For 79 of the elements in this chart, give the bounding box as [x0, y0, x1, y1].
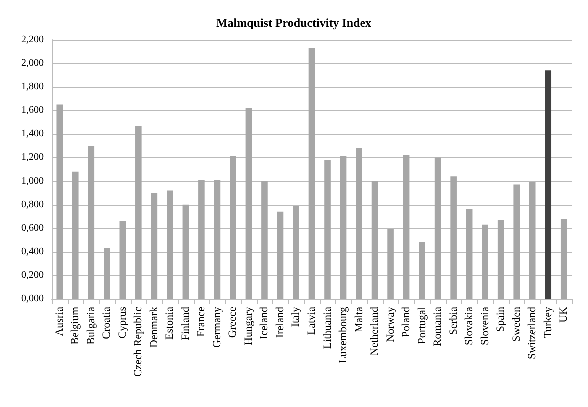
x-tick-label: Belgium	[70, 306, 82, 345]
x-tick-label: Romania	[432, 306, 444, 347]
x-tick-label: Lithuania	[322, 306, 334, 350]
bar	[498, 220, 504, 299]
bar	[167, 190, 174, 299]
y-tick-label: 1,600	[22, 105, 44, 116]
bar	[340, 156, 347, 299]
x-tick-label: Bulgaria	[85, 306, 98, 345]
x-tick-label: Ireland	[274, 306, 286, 338]
bar	[262, 181, 268, 299]
bar	[450, 176, 457, 299]
bar	[356, 148, 362, 299]
bar	[403, 155, 410, 299]
bar	[308, 48, 316, 299]
bar	[72, 172, 79, 299]
y-tick-label: 2,200	[22, 34, 44, 46]
bar	[388, 230, 394, 299]
bar	[88, 146, 95, 299]
bar	[545, 70, 552, 299]
bar	[198, 180, 205, 299]
x-tick-label: Latvia	[306, 306, 318, 336]
x-tick-label: Iceland	[258, 306, 271, 340]
chart-title: Malmquist Productivity Index	[216, 16, 372, 30]
x-tick-label: Finland	[180, 306, 192, 341]
x-tick-label: France	[196, 306, 208, 337]
x-tick-label: Denmark	[148, 306, 160, 348]
x-tick-label: Spain	[495, 306, 508, 332]
x-tick-label: Croatia	[101, 306, 114, 340]
y-tick-label: 0,800	[22, 199, 44, 210]
x-tick-label: Portugal	[416, 307, 428, 344]
bar	[434, 158, 442, 299]
bar	[104, 248, 110, 299]
bar	[372, 181, 378, 299]
x-tick-label: Netherland	[369, 306, 382, 356]
bar	[560, 218, 568, 299]
bar	[324, 160, 331, 299]
x-tick-label: Malta	[353, 306, 366, 333]
x-tick-label: Serbia	[448, 306, 460, 336]
x-tick-label: Czech Republic	[132, 306, 145, 377]
y-tick-label: 1,400	[22, 128, 44, 140]
y-tick-label: 1,000	[22, 176, 44, 187]
x-tick-label: Italy	[290, 306, 302, 328]
bar	[293, 206, 300, 299]
bar	[246, 108, 252, 299]
bar	[56, 104, 64, 299]
bar	[214, 180, 221, 299]
bar	[419, 242, 426, 299]
bar	[514, 184, 520, 299]
bar	[466, 210, 473, 299]
bar	[136, 126, 142, 299]
x-tick-label: Hungary	[242, 306, 255, 346]
bar	[277, 212, 284, 299]
y-tick-label: 1,800	[22, 82, 44, 93]
x-tick-label: Ausria	[54, 306, 66, 336]
bar	[482, 224, 488, 299]
x-tick-label: Turkey	[542, 306, 554, 338]
x-tick-label: Poland	[400, 306, 413, 338]
x-tick-label: Estonia	[164, 306, 176, 340]
bar	[529, 182, 536, 299]
x-tick-label: Slovenia	[479, 306, 492, 346]
bar	[230, 156, 236, 299]
x-tick-label: Germany	[211, 306, 224, 348]
x-tick-label: Switzerland	[526, 306, 539, 360]
y-tick-label: 0,400	[22, 246, 44, 258]
x-tick-label: Luxembourg	[338, 306, 350, 364]
bar	[120, 221, 126, 299]
y-tick-label: 2,000	[22, 58, 44, 70]
bar	[151, 193, 158, 299]
y-tick-label: 0,000	[22, 294, 44, 304]
x-tick-label: Cyprus	[116, 307, 129, 339]
x-tick-label: Norway	[384, 306, 397, 342]
x-tick-label: UK	[558, 306, 570, 323]
x-tick-label: Slovakia	[464, 306, 476, 346]
y-tick-label: 0,200	[22, 270, 44, 281]
bar	[182, 204, 190, 299]
y-tick-label: 0,600	[22, 222, 44, 234]
y-tick-label: 1,200	[22, 152, 44, 164]
x-tick-label: Sweden	[510, 306, 523, 342]
x-tick-label: Greece	[227, 306, 240, 338]
